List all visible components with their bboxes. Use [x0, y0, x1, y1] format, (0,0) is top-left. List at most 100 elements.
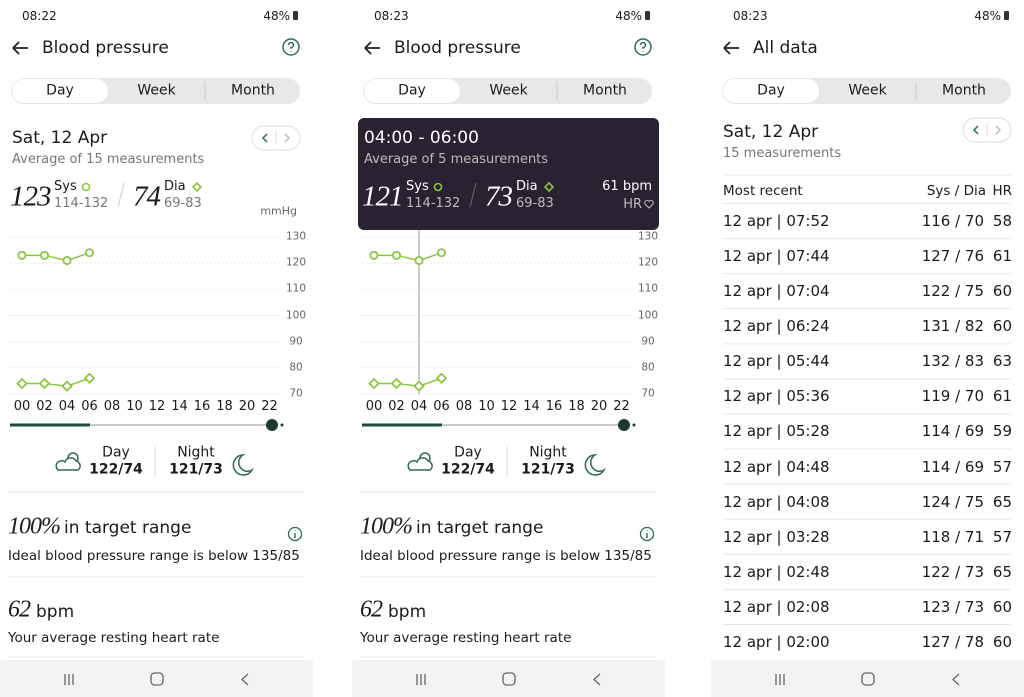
x-tick-label: 14	[171, 399, 188, 415]
night-value: 121/73	[521, 461, 575, 478]
date-prev	[972, 125, 979, 135]
date-title: Sat, 12 Apr	[723, 121, 819, 142]
target-description: Ideal blood pressure range is below 135/…	[8, 547, 300, 564]
dia-icon	[191, 181, 203, 193]
y-tick-label: 100	[637, 309, 659, 322]
row-bp: 127 / 76	[921, 247, 984, 266]
nav-back	[952, 673, 960, 686]
tab-selected	[364, 79, 460, 103]
day-label: Day	[102, 444, 130, 461]
tab[interactable]: Month	[231, 82, 275, 99]
x-tick-label: 22	[261, 399, 278, 415]
date-subtitle: Average of 15 measurements	[12, 152, 205, 168]
series-line	[374, 251, 442, 262]
moon-icon	[584, 454, 607, 476]
row-time: 12 apr | 05:36	[723, 387, 830, 406]
point	[85, 248, 95, 258]
tab[interactable]: Month	[942, 82, 986, 99]
y-tick-label: 80	[289, 361, 303, 374]
heart-description: Your average resting heart rate	[8, 629, 220, 646]
tab-selected	[12, 79, 108, 103]
x-tick-label: 14	[523, 399, 540, 415]
status-battery: 48%	[615, 8, 642, 23]
point	[62, 256, 72, 266]
point	[17, 250, 27, 260]
day-label: Day	[454, 444, 482, 461]
tab[interactable]: Day	[46, 82, 74, 99]
target-description: Ideal blood pressure range is below 135/…	[360, 547, 652, 564]
y-tick-label: 90	[641, 335, 655, 348]
row-bp: 114 / 69	[921, 457, 984, 476]
tab-selected	[723, 79, 819, 103]
date-next	[284, 133, 291, 143]
x-tick-label: 12	[500, 399, 518, 415]
tooltip	[358, 118, 659, 230]
tab[interactable]: Week	[137, 82, 176, 99]
row-bp: 118 / 71	[921, 527, 984, 546]
x-tick-label: 10	[126, 399, 143, 415]
battery-icon	[293, 11, 298, 20]
column-header: Most recent	[723, 182, 803, 199]
row-bp: 116 / 70	[921, 212, 984, 230]
date-next	[995, 125, 1002, 135]
point	[437, 248, 447, 258]
row-hr: 63	[992, 352, 1012, 371]
day-value: 122/74	[89, 461, 143, 478]
dia-icon	[543, 181, 555, 193]
row-hr: 60	[992, 597, 1012, 616]
dia-value: 74	[133, 180, 161, 213]
y-tick-label: 120	[637, 256, 659, 269]
phone-screen: 08:23 48% Blood pressure Day Week Month 70 80 90…	[352, 0, 665, 697]
tab[interactable]: Day	[757, 82, 785, 99]
series-line	[22, 251, 90, 262]
x-tick-label: 12	[148, 399, 166, 415]
sys-icon	[81, 182, 91, 192]
help-icon	[282, 38, 300, 56]
tab[interactable]: Day	[398, 82, 426, 99]
status-time: 08:23	[733, 8, 768, 23]
y-tick-label: 80	[641, 361, 655, 374]
tooltip-graphics	[433, 181, 654, 209]
row-hr: 61	[992, 247, 1012, 266]
row-time: 12 apr | 02:00	[723, 632, 830, 651]
nav-bar	[352, 660, 665, 697]
tooltip-hr: 61 bpm	[602, 179, 652, 195]
x-tick-label: 22	[613, 399, 630, 415]
tooltip-hr-label: HR	[623, 197, 642, 213]
row-bp: 132 / 83	[921, 352, 984, 371]
tab[interactable]: Month	[583, 82, 627, 99]
x-tick-label: 02	[36, 399, 53, 415]
tab[interactable]: Week	[848, 82, 887, 99]
date-prev	[261, 133, 268, 143]
status-time: 08:23	[374, 8, 409, 23]
row-time: 12 apr | 06:24	[723, 317, 830, 336]
row-time: 12 apr | 04:08	[723, 492, 830, 511]
sys-range: 114-132	[54, 196, 109, 212]
sys-label: Sys	[54, 179, 77, 195]
x-tick-label: 08	[103, 399, 121, 415]
nav-bar	[711, 660, 1024, 697]
y-tick-label: 130	[285, 230, 307, 243]
night-marker	[266, 419, 278, 431]
point	[414, 256, 424, 266]
row-time: 12 apr | 07:44	[723, 247, 830, 266]
date-title: Sat, 12 Apr	[12, 127, 108, 148]
series-line	[374, 377, 442, 387]
row-time: 12 apr | 05:44	[723, 352, 830, 371]
row-hr: 57	[992, 457, 1012, 476]
heart-value: 62	[8, 596, 31, 623]
row-hr: 59	[992, 422, 1012, 441]
tab[interactable]: Week	[489, 82, 528, 99]
row-bp: 119 / 70	[921, 387, 984, 406]
night-value: 121/73	[169, 461, 223, 478]
status-battery: 48%	[263, 8, 290, 23]
night-dot	[632, 423, 636, 427]
row-time: 12 apr | 07:04	[723, 282, 830, 301]
row-hr: 65	[992, 562, 1012, 581]
back-arrow	[364, 41, 380, 55]
row-bp: 131 / 82	[921, 317, 984, 336]
info-icon	[639, 526, 655, 542]
status-battery: 48%	[974, 8, 1001, 23]
x-tick-label: 00	[365, 399, 383, 415]
heart-description: Your average resting heart rate	[360, 629, 572, 646]
